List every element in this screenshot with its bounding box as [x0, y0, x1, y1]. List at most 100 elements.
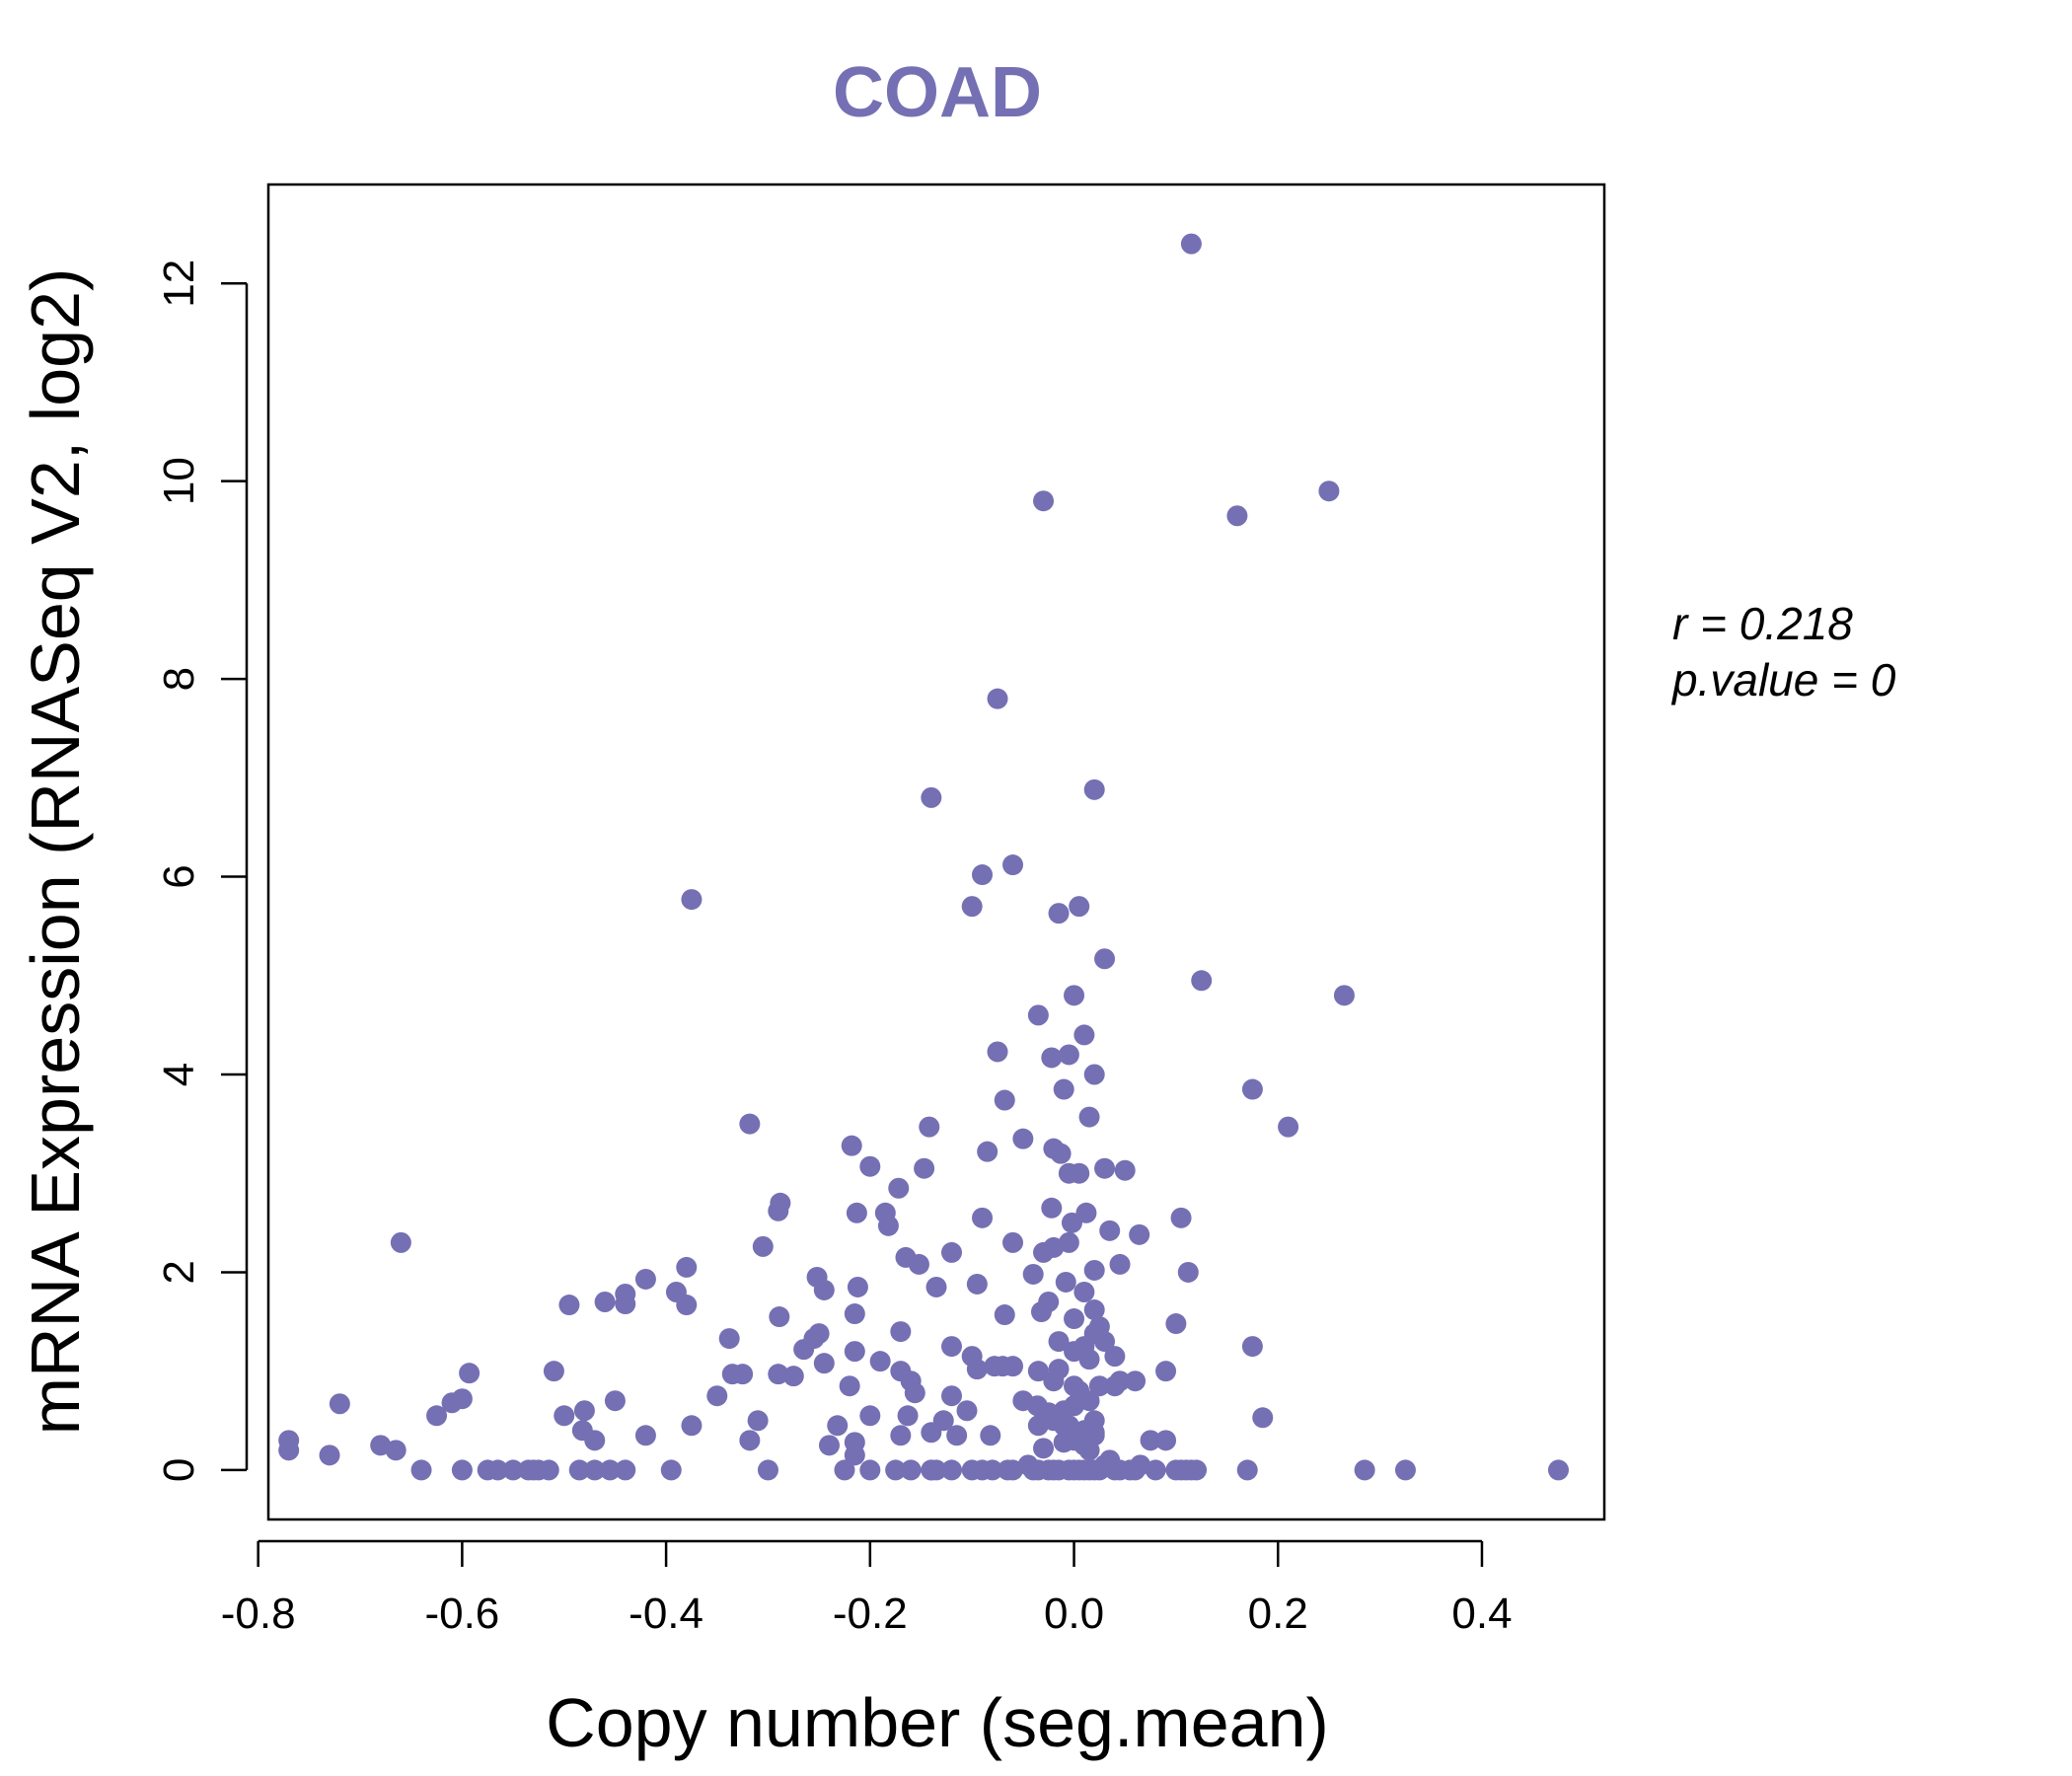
- data-point: [739, 1113, 761, 1135]
- data-point: [554, 1405, 575, 1427]
- data-point: [1130, 1454, 1151, 1476]
- data-point: [1064, 985, 1085, 1006]
- data-point: [594, 1292, 616, 1313]
- data-point: [987, 688, 1008, 709]
- data-point: [721, 1364, 743, 1385]
- data-point: [1064, 1341, 1085, 1363]
- x-tick-label: 0.4: [1451, 1590, 1512, 1638]
- data-point: [1033, 490, 1055, 512]
- data-point: [925, 1459, 947, 1481]
- y-tick-label: 12: [155, 259, 203, 308]
- data-point: [1043, 1370, 1065, 1392]
- data-point: [1180, 1459, 1202, 1481]
- x-tick-label: -0.6: [424, 1590, 499, 1638]
- data-point: [538, 1459, 559, 1481]
- data-point: [890, 1321, 912, 1343]
- data-point: [1333, 985, 1355, 1006]
- data-point: [877, 1215, 899, 1236]
- data-point: [385, 1440, 407, 1461]
- correlation-annotation: r = 0.218: [1672, 598, 1853, 649]
- data-point: [681, 1415, 703, 1437]
- data-point: [869, 1351, 891, 1372]
- data-point: [1394, 1459, 1416, 1481]
- data-point: [1241, 1078, 1263, 1100]
- data-point: [900, 1370, 922, 1392]
- data-point: [1099, 1220, 1121, 1241]
- data-point: [941, 1241, 963, 1263]
- data-point: [278, 1440, 300, 1461]
- data-point: [1027, 1361, 1049, 1382]
- data-point: [390, 1231, 411, 1253]
- data-point: [1177, 1261, 1199, 1283]
- data-point: [410, 1459, 432, 1481]
- data-point: [987, 1041, 1008, 1063]
- data-point: [1354, 1459, 1375, 1481]
- data-point: [839, 1375, 860, 1397]
- data-point: [806, 1266, 828, 1288]
- x-tick-label: -0.4: [629, 1590, 703, 1638]
- data-point: [827, 1415, 849, 1437]
- data-point: [888, 1177, 910, 1199]
- data-point: [1191, 970, 1213, 992]
- data-point: [994, 1089, 1015, 1111]
- data-point: [1226, 505, 1248, 527]
- data-point: [1083, 1299, 1105, 1321]
- data-point: [859, 1459, 881, 1481]
- data-point: [1109, 1253, 1131, 1275]
- data-point: [946, 1425, 968, 1446]
- data-point: [1027, 1415, 1049, 1437]
- data-point: [599, 1459, 621, 1481]
- data-point: [1155, 1430, 1177, 1451]
- data-points: [278, 233, 1569, 1481]
- data-point: [757, 1459, 778, 1481]
- data-point: [844, 1303, 865, 1325]
- data-point: [941, 1385, 963, 1407]
- data-point: [1094, 1331, 1116, 1353]
- x-tick-label: 0.2: [1248, 1590, 1308, 1638]
- data-point: [1114, 1159, 1136, 1181]
- data-point: [900, 1459, 922, 1481]
- data-point: [1053, 1078, 1074, 1100]
- data-point: [615, 1294, 636, 1315]
- data-point: [1069, 896, 1090, 918]
- data-point: [1002, 854, 1024, 876]
- data-point: [1083, 1425, 1105, 1446]
- data-point: [768, 1364, 789, 1385]
- data-point: [1048, 903, 1070, 925]
- data-point: [921, 1422, 942, 1443]
- data-point: [1078, 1349, 1100, 1370]
- data-point: [615, 1459, 636, 1481]
- data-point: [1241, 1336, 1263, 1358]
- data-point: [841, 1135, 862, 1156]
- data-point: [706, 1385, 728, 1407]
- data-point: [1170, 1207, 1192, 1228]
- y-axis-label: mRNA Expression (RNASeq V2, log2): [17, 268, 94, 1436]
- x-tick-label: -0.8: [221, 1590, 296, 1638]
- data-point: [1002, 1231, 1024, 1253]
- data-point: [818, 1435, 840, 1456]
- data-point: [768, 1200, 789, 1221]
- data-point: [925, 1276, 947, 1297]
- data-point: [980, 1425, 1001, 1446]
- data-point: [885, 1459, 907, 1481]
- data-point: [813, 1353, 835, 1374]
- data-point: [1026, 1395, 1048, 1417]
- data-point: [1236, 1459, 1258, 1481]
- y-axis: 0 2 4 6 8 10 12: [155, 259, 249, 1482]
- data-point: [972, 1459, 994, 1481]
- data-point: [584, 1459, 606, 1481]
- data-point: [1027, 1004, 1049, 1026]
- data-point: [1033, 1438, 1055, 1459]
- data-point: [1073, 1281, 1095, 1302]
- data-point: [994, 1304, 1015, 1326]
- data-point: [319, 1444, 340, 1466]
- data-point: [426, 1405, 448, 1427]
- data-point: [844, 1341, 865, 1363]
- y-tick-label: 4: [155, 1063, 203, 1086]
- data-point: [847, 1276, 868, 1297]
- chart-title: COAD: [833, 53, 1042, 132]
- data-point: [966, 1359, 988, 1380]
- data-point: [1033, 1241, 1055, 1263]
- data-point: [956, 1400, 978, 1422]
- data-point: [921, 786, 942, 808]
